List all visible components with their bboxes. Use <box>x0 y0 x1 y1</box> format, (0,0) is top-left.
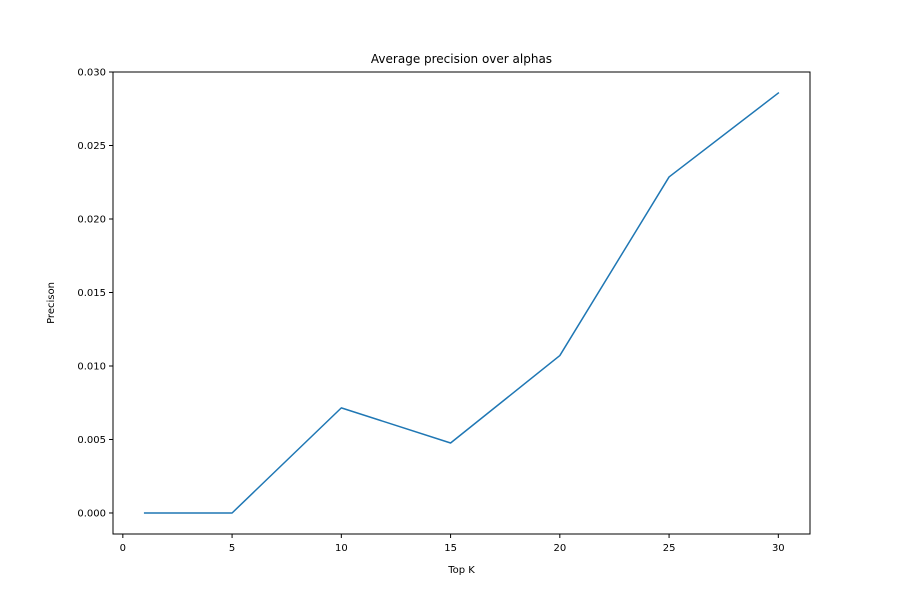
y-tick-label: 0.015 <box>77 288 106 299</box>
axes-frame <box>112 71 811 535</box>
y-tick-label: 0.020 <box>77 214 106 225</box>
y-tick-label: 0.010 <box>77 361 106 372</box>
y-tick-label: 0.025 <box>77 141 106 152</box>
chart-title: Average precision over alphas <box>371 52 552 66</box>
series-line <box>143 91 780 514</box>
x-tick-label: 10 <box>335 543 348 554</box>
x-tick-label: 5 <box>229 543 235 554</box>
x-tick-label: 30 <box>772 543 785 554</box>
y-tick-label: 0.000 <box>77 508 106 519</box>
y-tick-label: 0.005 <box>77 435 106 446</box>
y-axis-label: Precison <box>46 282 57 324</box>
x-axis-label: Top K <box>447 565 475 576</box>
x-tick-label: 0 <box>120 543 126 554</box>
x-tick-label: 15 <box>444 543 457 554</box>
plot-area <box>143 91 780 514</box>
x-axis: 0 5 10 15 20 25 30 <box>120 534 785 554</box>
y-axis: 0.000 0.005 0.010 0.015 0.020 0.025 0.030 <box>77 68 113 519</box>
x-tick-label: 20 <box>553 543 566 554</box>
x-tick-label: 25 <box>663 543 676 554</box>
y-tick-label: 0.030 <box>77 68 106 79</box>
